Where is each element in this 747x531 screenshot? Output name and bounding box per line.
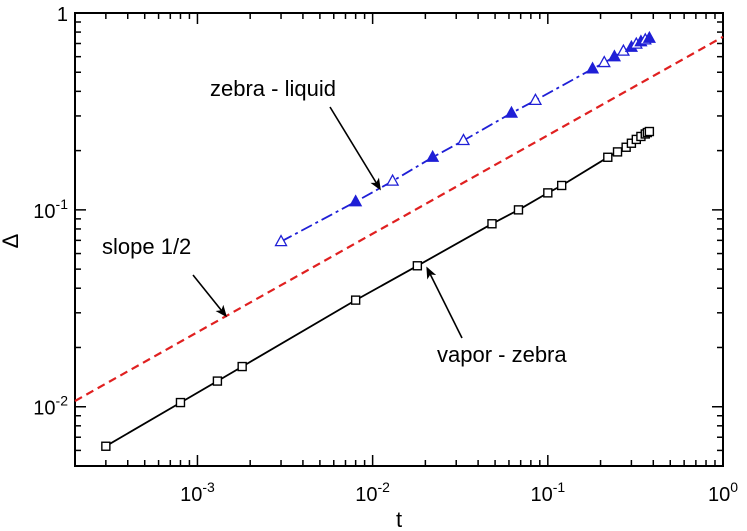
data-point: [212, 376, 223, 386]
data-point: [543, 188, 553, 198]
axis-ticks: 10-3 10-2 10-1 100 10-2 10-1 1: [33, 4, 738, 506]
data-point: [487, 219, 497, 229]
data-point: [175, 397, 186, 408]
y-axis-label: Δ: [0, 233, 23, 248]
data-point: [101, 441, 111, 451]
x-tick-label: 100: [708, 479, 738, 506]
data-point: [274, 234, 288, 247]
data-point: [426, 149, 440, 162]
data-point: [456, 133, 471, 146]
data-point: [642, 30, 656, 43]
data-point: [556, 180, 567, 191]
annotation-arrow: [192, 274, 227, 318]
data-point: [513, 205, 524, 215]
data-point: [603, 152, 613, 162]
data-point: [597, 55, 611, 68]
series-line-2: [74, 35, 724, 402]
data-point: [350, 295, 361, 305]
data-point: [412, 261, 423, 271]
data-point: [237, 361, 247, 372]
plot-frame: [74, 12, 724, 467]
y-tick-label: 10-2: [33, 393, 68, 420]
series-layer: [74, 30, 724, 451]
data-point: [585, 61, 600, 74]
data-point: [644, 126, 655, 137]
annotation-layer: zebra - liquid slope 1/2 vapor - zebra: [102, 76, 567, 367]
x-axis-label: t: [396, 507, 402, 531]
data-point: [349, 194, 363, 207]
annotation-label: slope 1/2: [102, 234, 191, 259]
y-tick-label: 10-1: [33, 196, 68, 223]
annotation-label: zebra - liquid: [210, 76, 336, 101]
x-tick-label: 10-3: [180, 479, 215, 506]
data-point: [528, 93, 543, 105]
data-point: [612, 147, 623, 157]
x-tick-label: 10-2: [355, 479, 390, 506]
y-tick-label: 1: [57, 4, 68, 26]
data-point: [504, 105, 519, 118]
annotation-label: vapor - zebra: [437, 342, 567, 367]
data-point: [385, 173, 400, 186]
x-tick-label: 10-1: [530, 479, 565, 506]
annotation-arrow: [329, 106, 381, 191]
annotation-arrow: [426, 266, 463, 339]
series-line-0: [105, 130, 650, 447]
